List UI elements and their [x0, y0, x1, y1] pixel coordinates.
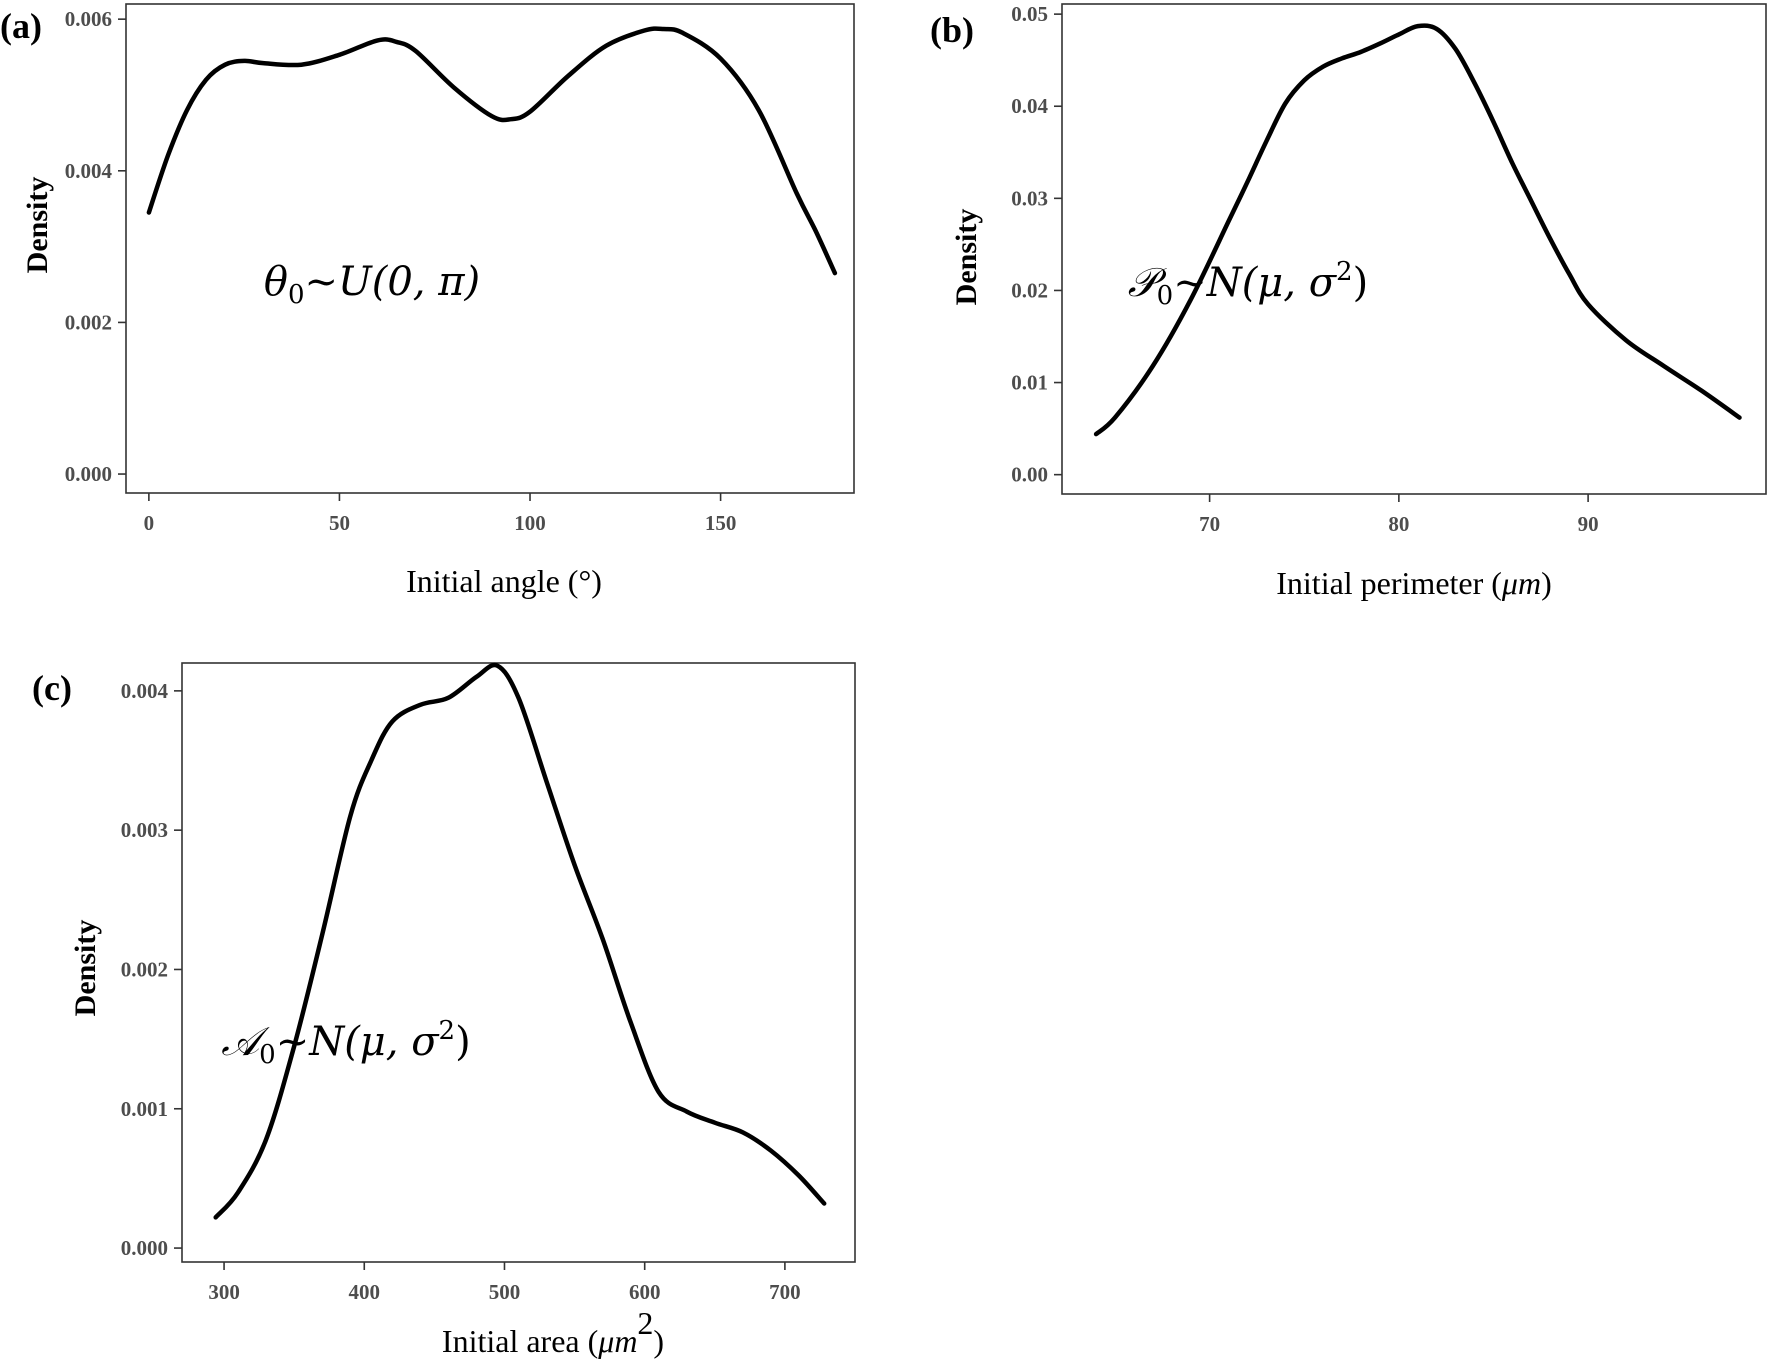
- y-tick-label: 0.05: [1011, 2, 1048, 26]
- y-tick-label: 0.003: [121, 818, 168, 842]
- plot-frame: [1061, 3, 1767, 495]
- x-axis-label: Initial area (μm2): [442, 1305, 664, 1359]
- density-curve: [213, 662, 827, 1220]
- y-tick-label: 0.01: [1011, 371, 1048, 395]
- distribution-annotation: 𝒜0~N(μ, σ2): [221, 1016, 470, 1070]
- y-tick-label: 0.02: [1011, 278, 1048, 302]
- x-tick-label: 90: [1578, 512, 1599, 536]
- y-tick-label: 0.002: [65, 310, 112, 334]
- plot-frame: [125, 3, 855, 494]
- panel-b: (b) 0.00 0.01 0.02 0.03 0.04 0.05 70 80 90 Density…: [930, 2, 1767, 601]
- distribution-annotation: 𝒫0~N(μ, σ2): [1128, 257, 1368, 311]
- x-axis-label: Initial perimeter (μm): [1276, 565, 1552, 601]
- panel-label: (a): [0, 6, 42, 46]
- y-axis-label: Density: [21, 177, 54, 274]
- density-curve: [1093, 23, 1742, 437]
- panel-a: (a) 0.000 0.002 0.004 0.006 0 50 100 150 Density I…: [0, 3, 855, 599]
- y-axis-label: Density: [950, 209, 983, 306]
- y-tick-label: 0.000: [121, 1236, 168, 1260]
- panel-label: (b): [930, 10, 974, 50]
- density-curve: [146, 26, 838, 276]
- x-tick-label: 700: [769, 1280, 801, 1304]
- x-tick-label: 0: [144, 511, 155, 535]
- panel-c: (c) 0.000 0.001 0.002 0.003 0.004 300 400 500 600…: [32, 662, 856, 1359]
- x-tick-label: 600: [629, 1280, 661, 1304]
- x-tick-label: 300: [208, 1280, 240, 1304]
- y-tick-label: 0.000: [65, 462, 112, 486]
- x-tick-label: 80: [1388, 512, 1409, 536]
- x-tick-label: 500: [489, 1280, 521, 1304]
- y-tick-label: 0.004: [65, 159, 113, 183]
- y-tick-label: 0.006: [65, 7, 112, 31]
- distribution-annotation: θ0~U(0, π): [264, 259, 480, 310]
- y-tick-label: 0.03: [1011, 186, 1048, 210]
- x-tick-label: 100: [514, 511, 546, 535]
- y-tick-label: 0.00: [1011, 463, 1048, 487]
- panel-label: (c): [32, 668, 72, 708]
- y-tick-label: 0.002: [121, 957, 168, 981]
- plot-frame: [181, 662, 856, 1263]
- y-axis-label: Density: [69, 920, 102, 1017]
- x-tick-label: 400: [349, 1280, 381, 1304]
- x-tick-label: 50: [329, 511, 350, 535]
- y-tick-label: 0.001: [121, 1097, 168, 1121]
- x-tick-label: 150: [705, 511, 737, 535]
- y-tick-label: 0.04: [1011, 94, 1048, 118]
- x-axis-label: Initial angle (°): [406, 563, 602, 599]
- x-tick-label: 70: [1199, 512, 1220, 536]
- y-tick-label: 0.004: [121, 679, 169, 703]
